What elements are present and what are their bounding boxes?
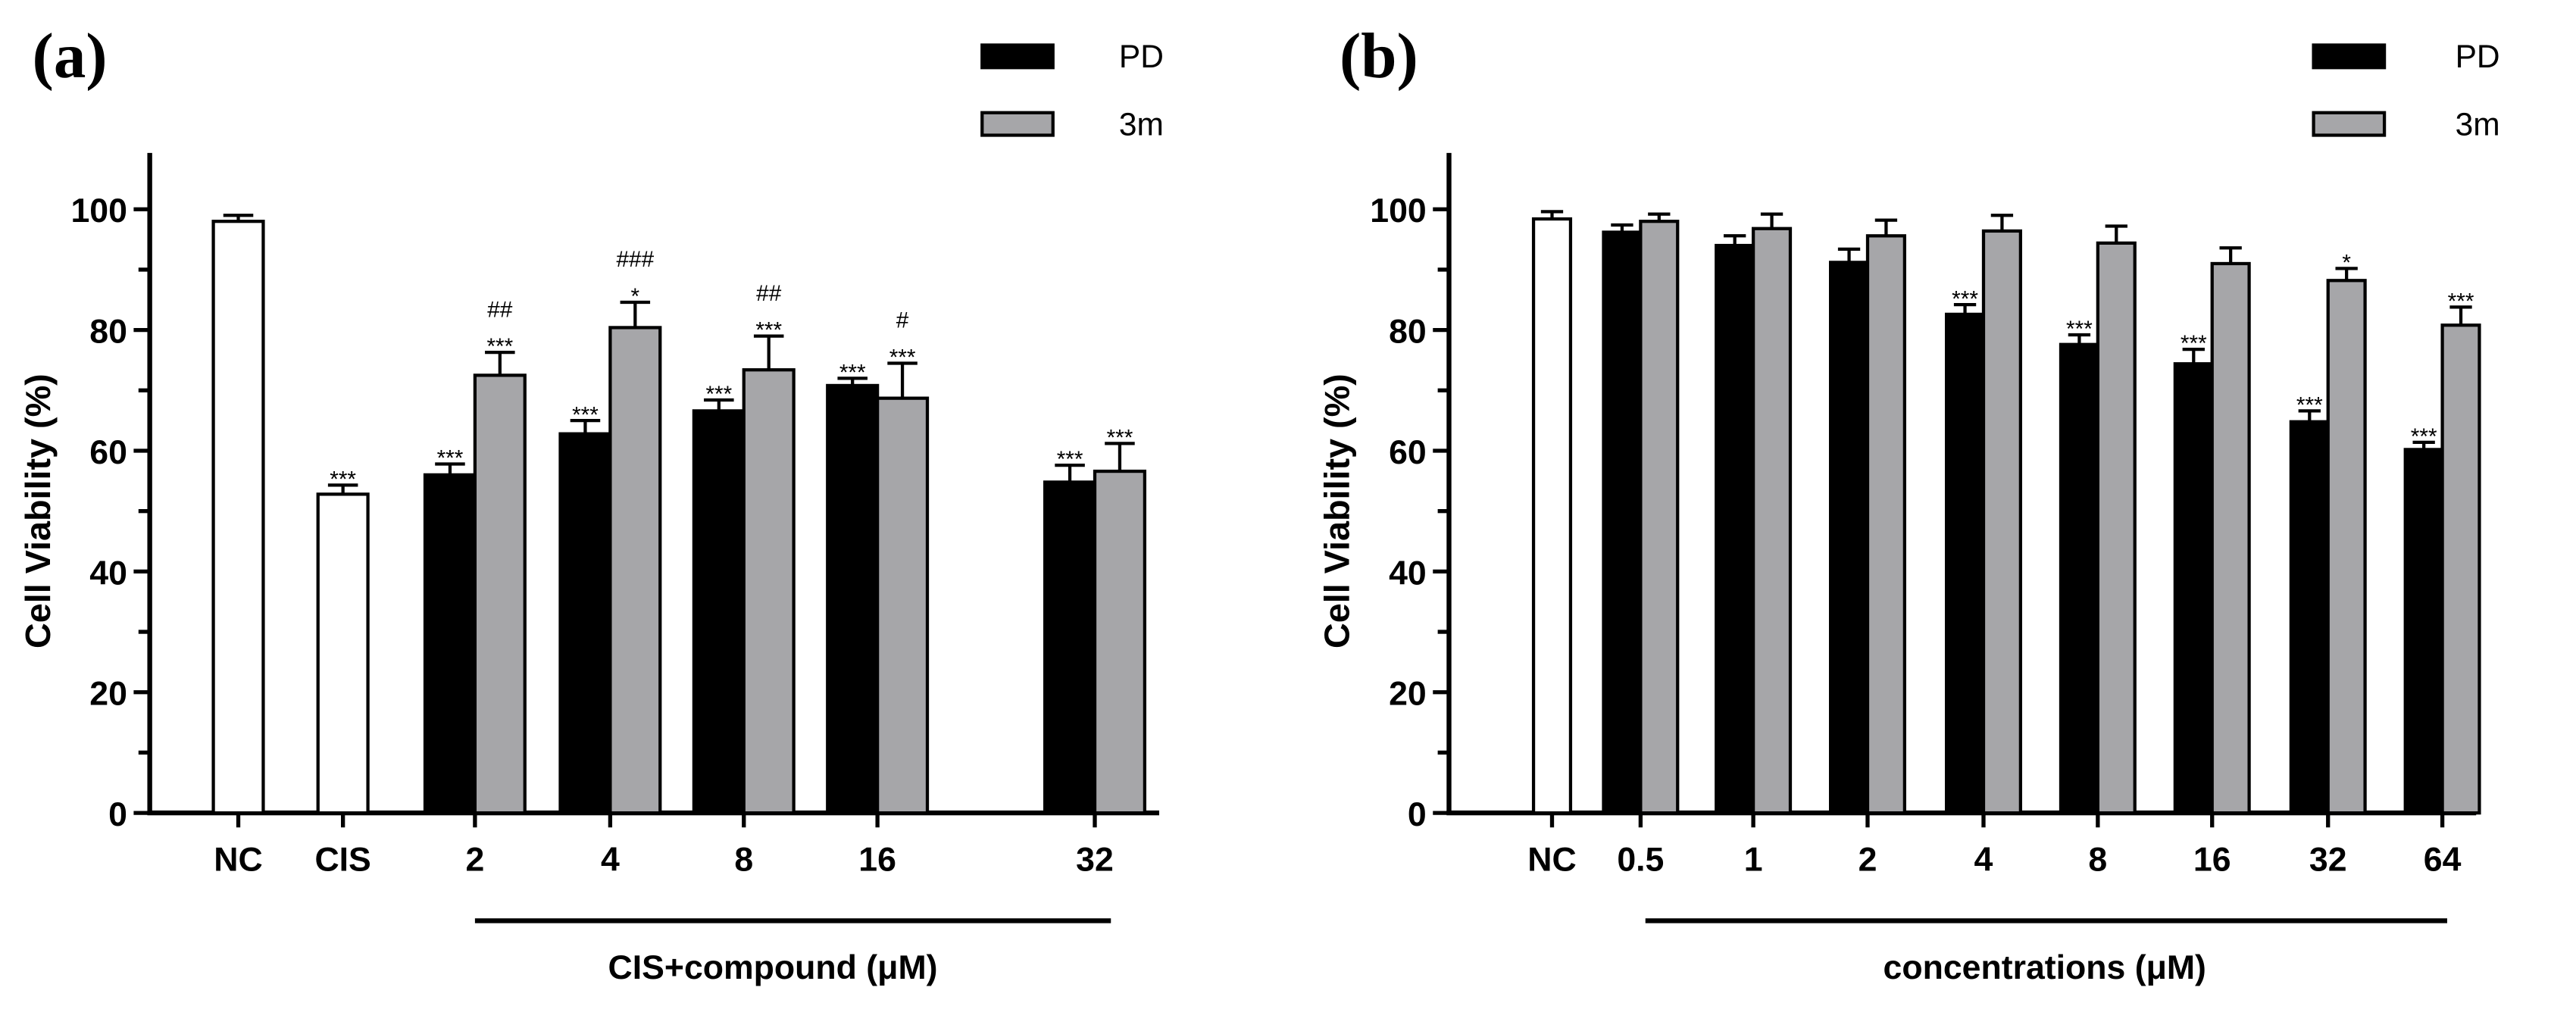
bar-3m-0.5 [1639, 220, 1680, 815]
bar-PD-16 [826, 383, 880, 815]
y-axis-label: Cell Viability (%) [1318, 373, 1357, 648]
bar-3m-32 [1093, 469, 1147, 815]
significance-label: *** [2066, 317, 2093, 342]
bar-3m-1 [1751, 227, 1793, 815]
bar-3m-16 [876, 396, 930, 815]
bar-PD-4 [558, 432, 612, 815]
bar-PD-32 [1043, 480, 1097, 815]
y-tick-label: 0 [108, 796, 127, 833]
x-tick-label: 8 [734, 842, 753, 879]
bar-PD-32 [2289, 420, 2330, 815]
y-tick-label: 100 [1370, 192, 1426, 230]
significance-label: *** [2411, 424, 2437, 449]
legend-swatch-3m [2312, 111, 2387, 137]
significance-label: *** [572, 402, 599, 427]
x-tick-label: 2 [1859, 842, 1877, 879]
bar-PD-2 [1828, 261, 1870, 815]
x-tick-label: 32 [1076, 842, 1114, 879]
significance-label: *** [755, 318, 782, 343]
bar-NC [1531, 217, 1573, 815]
bar-3m-2 [1865, 234, 1906, 815]
x-tick-label: 32 [2309, 842, 2347, 879]
y-tick-label: 40 [1389, 555, 1427, 592]
significance-label: *** [705, 382, 732, 407]
y-tick-label: 60 [1389, 434, 1427, 471]
y-tick-label: 80 [89, 314, 127, 351]
x-axis-label: CIS+compound (μM) [608, 949, 938, 986]
x-axis-label: concentrations (μM) [1884, 949, 2206, 986]
significance-label: *** [1107, 426, 1133, 451]
x-tick-label: 4 [601, 842, 620, 879]
legend-label-PD: PD [1119, 39, 1164, 75]
y-tick-label: 20 [1389, 676, 1427, 713]
bar-3m-4 [608, 326, 662, 815]
legend-swatch-PD [2312, 43, 2387, 70]
significance-label: *** [839, 360, 866, 385]
y-tick-label: 80 [1389, 314, 1427, 351]
x-tick-label: 0.5 [1617, 842, 1664, 879]
x-tick-label: 1 [1744, 842, 1763, 879]
bar-NC [211, 220, 265, 815]
x-tick-label: CIS [314, 842, 370, 879]
significance-label: *** [437, 446, 464, 471]
legend-label-3m: 3m [2456, 107, 2500, 142]
significance-label: *** [889, 345, 916, 370]
panel-a: (a) PD 3m 0 20 40 60 80 100 Cell Viability (%) NC *… [18, 20, 1164, 986]
significance-label: ### [617, 247, 655, 272]
y-tick-label: 40 [89, 555, 127, 592]
bar-3m-8 [742, 368, 796, 815]
panel-b: (b) PD 3m 0 20 40 60 80 100 Cell Viability (%) NC 0… [1318, 20, 2500, 986]
significance-label: *** [1057, 447, 1083, 472]
bar-3m-16 [2210, 261, 2251, 815]
x-tick-label: 64 [2424, 842, 2462, 879]
bar-PD-64 [2403, 448, 2444, 815]
significance-label: *** [330, 467, 356, 492]
significance-label: *** [1952, 286, 1978, 311]
y-axis-label: Cell Viability (%) [18, 373, 58, 648]
x-tick-label: 2 [465, 842, 484, 879]
x-tick-label: NC [214, 842, 262, 879]
y-tick-label: 0 [1408, 796, 1427, 833]
significance-label: *** [2181, 331, 2207, 356]
significance-label: *** [486, 334, 513, 359]
bar-3m-2 [473, 373, 527, 815]
bar-PD-1 [1715, 243, 1755, 815]
bar-PD-16 [2173, 362, 2214, 815]
legend-swatch-3m [980, 111, 1055, 137]
legend-label-3m: 3m [1119, 107, 1164, 142]
bar-CIS [316, 492, 370, 815]
bar-3m-64 [2440, 323, 2481, 815]
x-tick-label: 4 [1974, 842, 1993, 879]
legend-swatch-PD [980, 43, 1055, 70]
bar-PD-8 [692, 409, 746, 815]
bar-PD-8 [2059, 342, 2099, 815]
y-tick-label: 100 [70, 192, 127, 230]
significance-label: * [2342, 250, 2351, 275]
significance-label: ## [487, 297, 513, 322]
y-tick-label: 60 [89, 434, 127, 471]
x-tick-label: NC [1527, 842, 1576, 879]
panel-label: (a) [33, 20, 108, 92]
bar-PD-4 [1944, 312, 1986, 815]
significance-label: # [896, 308, 909, 333]
x-tick-label: 8 [2088, 842, 2107, 879]
bar-PD-0.5 [1602, 230, 1643, 815]
bar-3m-4 [1981, 229, 2022, 815]
x-tick-label: 16 [2193, 842, 2231, 879]
significance-label: *** [2296, 393, 2323, 418]
significance-label: *** [2448, 289, 2474, 314]
bar-3m-32 [2326, 279, 2367, 815]
bar-PD-2 [423, 473, 477, 815]
y-tick-label: 20 [89, 676, 127, 713]
legend-label-PD: PD [2456, 39, 2500, 75]
significance-label: * [631, 284, 640, 309]
bar-3m-8 [2096, 241, 2137, 815]
panel-label: (b) [1340, 20, 1418, 92]
significance-label: ## [756, 281, 782, 306]
x-tick-label: 16 [858, 842, 896, 879]
